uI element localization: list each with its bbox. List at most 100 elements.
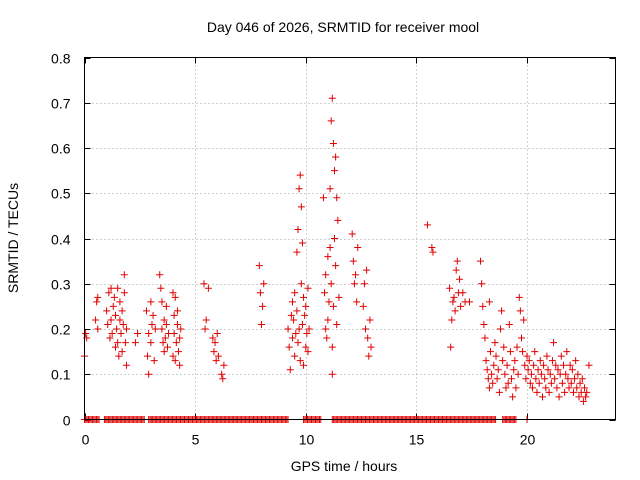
- data-point: [145, 330, 153, 338]
- data-point: [176, 334, 184, 342]
- data-point: [288, 298, 296, 306]
- data-point: [114, 339, 122, 347]
- data-point: [489, 379, 497, 387]
- data-point: [520, 316, 528, 324]
- data-point: [118, 348, 126, 356]
- data-point: [219, 375, 227, 383]
- data-point: [479, 302, 487, 310]
- data-point: [131, 339, 139, 347]
- data-point: [328, 370, 336, 378]
- data-point: [538, 393, 546, 401]
- data-point: [115, 352, 123, 360]
- data-point: [177, 325, 185, 333]
- data-point: [510, 366, 518, 374]
- data-point: [545, 388, 553, 396]
- data-point: [290, 316, 298, 324]
- data-point: [573, 384, 581, 392]
- x-tick-label: 10: [299, 432, 315, 448]
- data-point: [82, 330, 90, 338]
- data-point: [446, 284, 454, 292]
- chart-title: Day 046 of 2026, SRMTID for receiver moo…: [207, 19, 479, 35]
- data-point: [492, 352, 500, 360]
- data-point: [585, 361, 593, 369]
- data-point: [360, 280, 368, 288]
- data-point: [495, 388, 503, 396]
- data-point: [447, 343, 455, 351]
- data-point: [550, 339, 558, 347]
- data-point: [159, 339, 167, 347]
- data-point: [365, 352, 373, 360]
- data-point: [145, 370, 153, 378]
- data-point: [111, 343, 119, 351]
- data-point: [493, 375, 501, 383]
- axis-ticks: [84, 57, 616, 421]
- data-point: [563, 348, 571, 356]
- data-point: [349, 257, 357, 265]
- data-point: [113, 325, 121, 333]
- data-point: [453, 257, 461, 265]
- data-point: [92, 316, 100, 324]
- data-point: [572, 357, 580, 365]
- data-point: [332, 262, 340, 270]
- data-point: [542, 384, 550, 392]
- data-point: [298, 320, 306, 328]
- data-point: [151, 325, 159, 333]
- data-point: [514, 370, 522, 378]
- data-point: [333, 320, 341, 328]
- data-point: [517, 334, 525, 342]
- data-point: [576, 379, 584, 387]
- data-point: [256, 289, 264, 297]
- data-point: [531, 348, 539, 356]
- data-point: [175, 348, 183, 356]
- data-point: [120, 289, 128, 297]
- data-point: [506, 348, 514, 356]
- data-point: [123, 361, 131, 369]
- data-point: [294, 225, 302, 233]
- data-point: [169, 352, 177, 360]
- data-point: [255, 262, 263, 270]
- data-point: [496, 325, 504, 333]
- data-point: [555, 393, 563, 401]
- data-point: [93, 298, 101, 306]
- data-point: [516, 307, 524, 315]
- data-point: [325, 298, 333, 306]
- data-point: [296, 357, 304, 365]
- data-point: [331, 235, 339, 242]
- data-point: [534, 366, 542, 374]
- data-point: [147, 339, 155, 347]
- data-point: [499, 357, 507, 365]
- data-point: [106, 334, 114, 342]
- data-point: [450, 293, 458, 301]
- data-point: [536, 357, 544, 365]
- y-axis-label: SRMTID / TECUs: [5, 183, 21, 293]
- data-point: [498, 307, 506, 315]
- data-point: [579, 397, 587, 405]
- data-point: [171, 293, 179, 301]
- data-point: [568, 366, 576, 374]
- data-point: [111, 311, 119, 319]
- data-point: [161, 334, 169, 342]
- y-tick-label: 0.1: [51, 367, 71, 383]
- y-tick-label: 0.8: [51, 51, 71, 67]
- data-point: [322, 271, 330, 279]
- data-point: [333, 194, 341, 202]
- data-point: [500, 343, 508, 351]
- data-point: [515, 293, 523, 301]
- data-point: [483, 366, 491, 374]
- data-point: [477, 257, 485, 265]
- plot-frame: [84, 57, 616, 420]
- data-point: [323, 334, 331, 342]
- data-point: [212, 357, 220, 365]
- x-tick-label: 20: [520, 432, 536, 448]
- data-point: [548, 357, 556, 365]
- data-point: [452, 266, 460, 274]
- data-point: [490, 361, 498, 369]
- data-point: [334, 216, 342, 224]
- data-point: [326, 185, 334, 193]
- data-point: [459, 289, 467, 297]
- data-point: [546, 370, 554, 378]
- data-point: [540, 361, 548, 369]
- data-point: [331, 167, 339, 175]
- data-point: [328, 343, 336, 351]
- data-point: [285, 343, 293, 351]
